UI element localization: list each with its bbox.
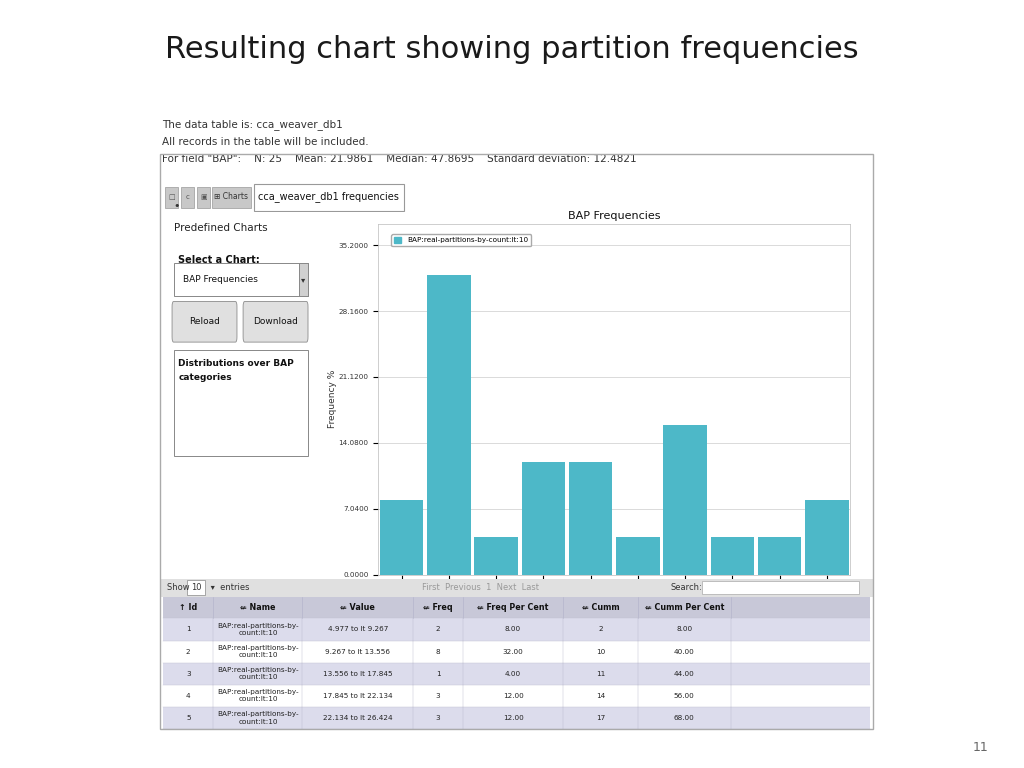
Text: •: •	[174, 201, 180, 211]
Text: 40.00: 40.00	[674, 648, 694, 654]
FancyBboxPatch shape	[243, 302, 308, 342]
Text: Select a Chart:: Select a Chart:	[178, 256, 260, 266]
Text: Search:: Search:	[671, 583, 702, 592]
Text: 8: 8	[436, 648, 440, 654]
Text: cca_weaver_db1 frequencies: cca_weaver_db1 frequencies	[258, 191, 399, 202]
Bar	[212, 187, 251, 207]
Text: All records in the table will be included.: All records in the table will be include…	[162, 137, 369, 147]
Text: 4: 4	[186, 693, 190, 699]
Text: 8.00: 8.00	[676, 627, 692, 633]
Text: BAP:real-partitions-by-
count:lt:10: BAP:real-partitions-by- count:lt:10	[217, 689, 299, 703]
Text: BAP:real-partitions-by-
count:lt:10: BAP:real-partitions-by- count:lt:10	[217, 645, 299, 658]
Text: ▾: ▾	[301, 275, 305, 284]
Text: ⇍ Freq Per Cent: ⇍ Freq Per Cent	[477, 603, 549, 612]
Bar	[181, 187, 194, 207]
Text: 4.00: 4.00	[505, 670, 521, 677]
Bar	[299, 263, 308, 296]
Bar	[163, 641, 870, 663]
Bar	[474, 537, 518, 574]
Text: Predefined Charts: Predefined Charts	[174, 223, 267, 233]
Text: BAP:real-partitions-by-
count:lt:10: BAP:real-partitions-by- count:lt:10	[217, 711, 299, 724]
Bar	[616, 537, 659, 574]
Text: 17: 17	[596, 715, 605, 721]
Text: 12.00: 12.00	[503, 715, 523, 721]
Bar	[711, 537, 754, 574]
Text: 5: 5	[186, 715, 190, 721]
Bar	[758, 537, 802, 574]
Text: ⇍ Freq: ⇍ Freq	[423, 603, 453, 612]
Text: ▾  entries: ▾ entries	[208, 583, 250, 592]
Text: ⊞ Charts: ⊞ Charts	[214, 192, 248, 201]
Text: c: c	[185, 194, 189, 200]
Y-axis label: Frequency %: Frequency %	[328, 370, 337, 429]
Bar	[197, 187, 210, 207]
Text: ⇍ Cumm Per Cent: ⇍ Cumm Per Cent	[645, 603, 724, 612]
Legend: BAP:real-partitions-by-count:lt:10: BAP:real-partitions-by-count:lt:10	[391, 234, 531, 247]
Text: 32.00: 32.00	[503, 648, 523, 654]
Bar	[174, 350, 308, 456]
Text: BAP Frequencies: BAP Frequencies	[183, 275, 258, 284]
Text: 2: 2	[436, 627, 440, 633]
Bar	[380, 500, 424, 574]
Text: Show: Show	[167, 583, 193, 592]
Bar	[166, 187, 178, 207]
FancyBboxPatch shape	[172, 302, 237, 342]
Text: The data table is: cca_weaver_db1: The data table is: cca_weaver_db1	[162, 119, 343, 130]
Text: ↑ Id: ↑ Id	[179, 603, 198, 612]
Text: 3: 3	[436, 715, 440, 721]
Title: BAP Frequencies: BAP Frequencies	[568, 211, 660, 221]
Text: 12.00: 12.00	[503, 693, 523, 699]
Text: 22.134 to lt 26.424: 22.134 to lt 26.424	[323, 715, 392, 721]
X-axis label: Value: Value	[602, 638, 627, 647]
Text: 11: 11	[973, 741, 988, 754]
Text: ▣: ▣	[200, 194, 207, 200]
Text: 2: 2	[186, 648, 190, 654]
Text: ⇍ Cumm: ⇍ Cumm	[582, 603, 620, 612]
Text: BAP:real-partitions-by-
count:lt:10: BAP:real-partitions-by- count:lt:10	[217, 623, 299, 636]
Text: Resulting chart showing partition frequencies: Resulting chart showing partition freque…	[165, 35, 859, 64]
Text: 1: 1	[186, 627, 190, 633]
Text: 9.267 to lt 13.556: 9.267 to lt 13.556	[326, 648, 390, 654]
Text: Download: Download	[253, 317, 298, 326]
Bar	[186, 580, 205, 595]
Text: 68.00: 68.00	[674, 715, 694, 721]
Bar	[163, 663, 870, 685]
Text: 10: 10	[190, 583, 202, 592]
Text: 3: 3	[436, 693, 440, 699]
Text: 11: 11	[596, 670, 605, 677]
Text: Reload: Reload	[189, 317, 220, 326]
Text: 2: 2	[598, 627, 603, 633]
Text: □: □	[169, 194, 175, 200]
Text: 3: 3	[186, 670, 190, 677]
Bar	[702, 581, 859, 594]
Text: 1: 1	[436, 670, 440, 677]
Bar	[160, 578, 873, 597]
Text: 14: 14	[596, 693, 605, 699]
Text: ⇍ Name: ⇍ Name	[241, 603, 275, 612]
Text: 13.556 to lt 17.845: 13.556 to lt 17.845	[323, 670, 392, 677]
Bar	[163, 597, 870, 618]
Text: 4.977 to lt 9.267: 4.977 to lt 9.267	[328, 627, 388, 633]
Text: Distributions over BAP
categories: Distributions over BAP categories	[178, 359, 294, 382]
Text: 8.00: 8.00	[505, 627, 521, 633]
Text: For field "BAP":    N: 25    Mean: 21.9861    Median: 47.8695    Standard deviat: For field "BAP": N: 25 Mean: 21.9861 Med…	[162, 154, 637, 164]
FancyBboxPatch shape	[254, 184, 403, 210]
Bar	[174, 263, 308, 296]
Text: ⇍ Value: ⇍ Value	[340, 603, 375, 612]
Text: BAP:real-partitions-by-
count:lt:10: BAP:real-partitions-by- count:lt:10	[217, 667, 299, 680]
Bar	[521, 462, 565, 574]
Text: First  Previous  1  Next  Last: First Previous 1 Next Last	[423, 583, 540, 592]
Bar	[163, 685, 870, 707]
Bar	[163, 707, 870, 729]
Text: 10: 10	[596, 648, 605, 654]
Bar	[569, 462, 612, 574]
Bar	[427, 275, 471, 574]
Bar	[163, 618, 870, 641]
Text: 44.00: 44.00	[674, 670, 694, 677]
Bar	[664, 425, 707, 574]
Text: 56.00: 56.00	[674, 693, 694, 699]
Bar	[805, 500, 849, 574]
Text: 17.845 to lt 22.134: 17.845 to lt 22.134	[323, 693, 392, 699]
